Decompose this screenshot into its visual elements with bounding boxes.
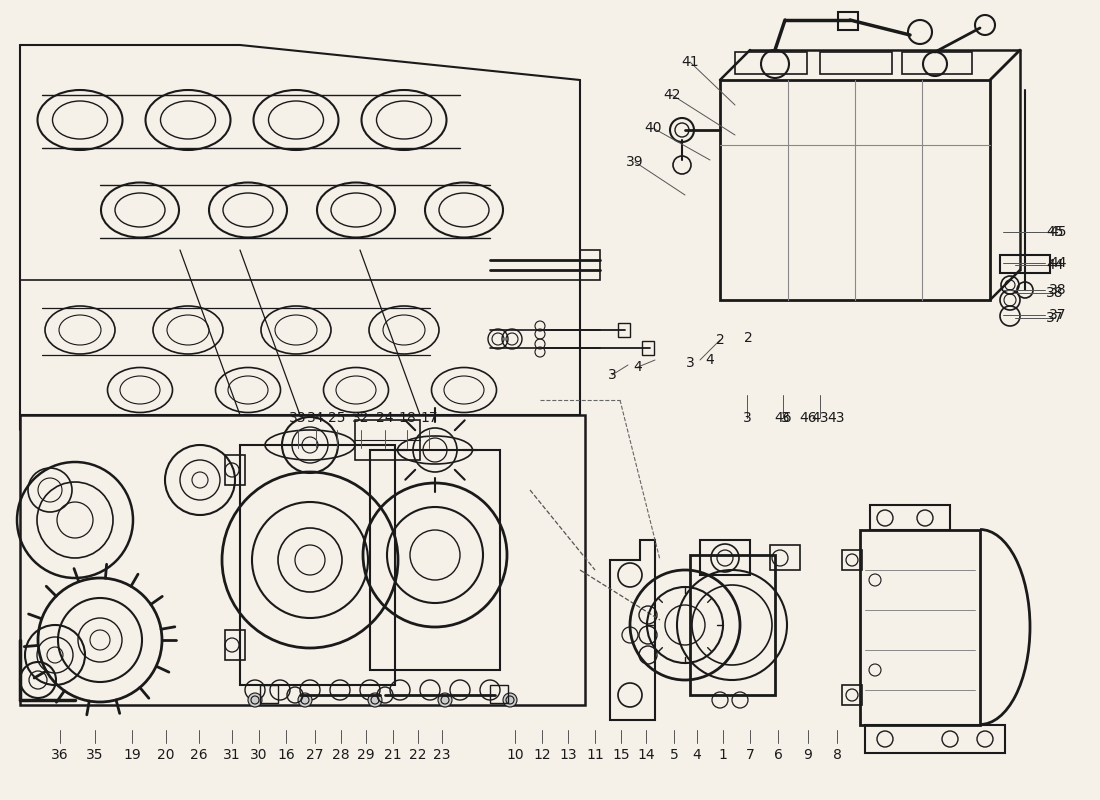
Text: 4: 4 [634, 360, 642, 374]
Bar [842, 550, 862, 570]
Bar [226, 630, 245, 660]
Bar [240, 445, 395, 685]
Text: 13: 13 [559, 748, 576, 762]
Bar [370, 450, 500, 670]
Text: 36: 36 [52, 748, 69, 762]
Bar [642, 341, 654, 355]
Text: 44: 44 [1046, 258, 1064, 272]
Text: 10: 10 [506, 748, 524, 762]
Text: 40: 40 [645, 121, 662, 135]
Bar [838, 12, 858, 30]
Text: 4: 4 [705, 353, 714, 367]
Text: 35: 35 [86, 748, 103, 762]
Bar [690, 555, 776, 695]
Text: 15: 15 [613, 748, 630, 762]
Text: 4: 4 [693, 748, 702, 762]
Text: 43: 43 [812, 411, 828, 425]
Text: 7: 7 [746, 748, 755, 762]
Bar [700, 540, 750, 575]
Text: 44: 44 [1049, 256, 1067, 270]
Bar [1000, 255, 1050, 273]
Text: 39: 39 [626, 155, 644, 169]
Text: 3: 3 [607, 368, 616, 382]
Bar [355, 420, 420, 460]
Circle shape [298, 693, 312, 707]
Text: 38: 38 [1046, 286, 1064, 300]
Text: 38: 38 [1049, 283, 1067, 297]
Text: 25: 25 [328, 411, 345, 425]
Text: 37: 37 [1046, 311, 1064, 325]
Text: 37: 37 [1049, 308, 1067, 322]
Text: 22: 22 [409, 748, 427, 762]
Bar [870, 505, 950, 530]
Text: 5: 5 [670, 748, 679, 762]
Text: 18: 18 [398, 411, 416, 425]
Text: 2: 2 [744, 331, 752, 345]
Bar [820, 52, 892, 74]
Text: 3: 3 [742, 411, 751, 425]
Text: 45: 45 [1049, 225, 1067, 239]
Text: 6: 6 [773, 748, 782, 762]
Text: 17: 17 [420, 411, 438, 425]
Text: 27: 27 [306, 748, 323, 762]
Bar [865, 725, 1005, 753]
Text: 1: 1 [718, 748, 727, 762]
Bar [770, 545, 800, 570]
Text: 9: 9 [804, 748, 813, 762]
Text: 3: 3 [781, 411, 790, 425]
Circle shape [248, 693, 262, 707]
Bar [226, 455, 245, 485]
Text: 46: 46 [774, 411, 792, 425]
Circle shape [503, 693, 517, 707]
Bar [842, 685, 862, 705]
Text: 41: 41 [681, 55, 698, 69]
Text: 16: 16 [277, 748, 295, 762]
Text: 42: 42 [663, 88, 681, 102]
Text: 24: 24 [376, 411, 394, 425]
Text: 20: 20 [157, 748, 175, 762]
Text: 46: 46 [800, 411, 817, 425]
Bar [735, 52, 807, 74]
Circle shape [438, 693, 452, 707]
Circle shape [368, 693, 382, 707]
Bar [860, 530, 980, 725]
Text: 12: 12 [534, 748, 551, 762]
Text: 33: 33 [289, 411, 307, 425]
Text: 19: 19 [123, 748, 141, 762]
Text: 29: 29 [358, 748, 375, 762]
Bar [260, 685, 278, 703]
Text: 26: 26 [190, 748, 208, 762]
Text: 30: 30 [251, 748, 267, 762]
Text: 3: 3 [685, 356, 694, 370]
Bar [618, 323, 630, 337]
Text: 45: 45 [1046, 225, 1064, 239]
Bar [20, 415, 585, 705]
Text: 32: 32 [352, 411, 370, 425]
Text: 21: 21 [384, 748, 402, 762]
Bar [902, 52, 972, 74]
Text: 43: 43 [827, 411, 845, 425]
Bar [720, 80, 990, 300]
Text: 23: 23 [433, 748, 451, 762]
Bar [580, 250, 600, 280]
Text: 34: 34 [307, 411, 324, 425]
Text: 14: 14 [637, 748, 654, 762]
Text: 28: 28 [332, 748, 350, 762]
Text: 31: 31 [223, 748, 241, 762]
Text: 8: 8 [833, 748, 842, 762]
Bar [490, 685, 508, 703]
Text: 11: 11 [586, 748, 604, 762]
Text: 2: 2 [716, 333, 725, 347]
